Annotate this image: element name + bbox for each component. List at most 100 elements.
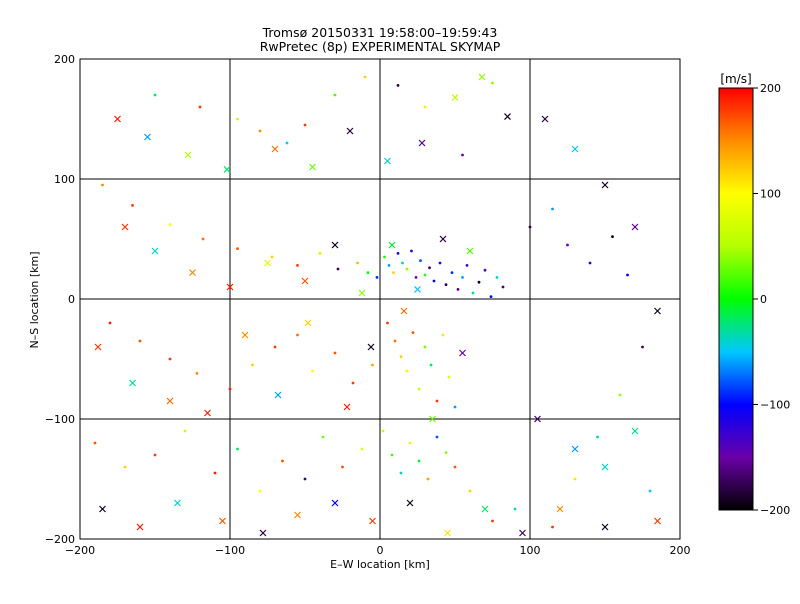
cross-marker bbox=[369, 517, 376, 525]
dot-marker bbox=[428, 266, 431, 270]
dot-marker bbox=[444, 451, 448, 454]
dot-marker bbox=[399, 355, 403, 358]
dot-marker bbox=[183, 429, 187, 433]
chart-subtitle: RwPretec (8p) EXPERIMENTAL SKYMAP bbox=[260, 39, 501, 54]
y-axis: −200 −100 0 100 200 bbox=[45, 53, 85, 546]
dot-marker bbox=[360, 447, 364, 451]
cross-marker bbox=[519, 529, 526, 537]
y-tick-label: −200 bbox=[45, 533, 75, 546]
dot-marker bbox=[471, 291, 475, 295]
dot-marker bbox=[461, 153, 464, 157]
dot-marker bbox=[405, 369, 409, 373]
dot-marker bbox=[333, 93, 337, 97]
dot-marker bbox=[429, 363, 433, 367]
colorbar-unit-label: [m/s] bbox=[720, 72, 751, 86]
cross-marker bbox=[241, 331, 249, 339]
cross-marker bbox=[226, 283, 234, 291]
cross-marker bbox=[301, 277, 309, 285]
dot-marker bbox=[432, 279, 436, 283]
dot-marker bbox=[321, 435, 325, 439]
dot-marker bbox=[450, 271, 454, 274]
dot-marker bbox=[408, 441, 412, 445]
dot-marker bbox=[417, 387, 421, 391]
dot-marker bbox=[501, 285, 505, 289]
colorbar-gradient bbox=[718, 87, 754, 511]
dot-marker bbox=[228, 387, 232, 391]
grid bbox=[80, 59, 680, 539]
dot-marker bbox=[465, 264, 469, 267]
dot-marker bbox=[618, 393, 622, 397]
cross-marker bbox=[451, 93, 459, 101]
cross-marker bbox=[274, 391, 282, 399]
cross-marker bbox=[166, 397, 174, 405]
dot-marker bbox=[201, 237, 205, 241]
dot-marker bbox=[417, 459, 421, 463]
cross-marker bbox=[294, 511, 301, 519]
cross-marker bbox=[151, 247, 159, 255]
dot-marker bbox=[435, 399, 439, 403]
dot-marker bbox=[168, 357, 172, 361]
dot-marker bbox=[648, 489, 652, 493]
cross-marker bbox=[271, 145, 279, 153]
dot-marker bbox=[333, 351, 337, 355]
dot-marker bbox=[495, 276, 499, 279]
cross-marker bbox=[571, 145, 579, 153]
cross-marker bbox=[346, 127, 354, 135]
dot-marker bbox=[392, 271, 395, 274]
dot-marker bbox=[513, 507, 517, 511]
cross-marker bbox=[264, 259, 271, 267]
dot-marker bbox=[381, 429, 385, 433]
dot-marker bbox=[396, 252, 400, 255]
dot-marker bbox=[626, 273, 629, 277]
dot-marker bbox=[198, 105, 202, 109]
dot-marker bbox=[383, 255, 386, 259]
dot-marker bbox=[356, 261, 359, 265]
data-markers bbox=[93, 73, 661, 537]
plot-area bbox=[79, 58, 681, 540]
dot-marker bbox=[551, 207, 554, 211]
cross-marker bbox=[631, 427, 639, 435]
cross-marker bbox=[631, 223, 639, 231]
dot-marker bbox=[387, 264, 391, 267]
dot-marker bbox=[351, 381, 355, 385]
colorbar-tick-label: −200 bbox=[760, 504, 790, 517]
cross-marker bbox=[601, 523, 609, 531]
dot-marker bbox=[341, 465, 344, 469]
dot-marker bbox=[528, 225, 532, 229]
x-tick-label: −200 bbox=[65, 544, 95, 557]
dot-marker bbox=[303, 477, 307, 481]
cross-marker bbox=[601, 463, 609, 471]
dot-marker bbox=[393, 339, 397, 343]
cross-marker bbox=[99, 505, 106, 513]
dot-marker bbox=[386, 321, 389, 325]
dot-marker bbox=[303, 123, 307, 127]
cross-marker bbox=[388, 241, 396, 249]
dot-marker bbox=[435, 435, 439, 439]
dot-marker bbox=[588, 261, 592, 265]
dot-marker bbox=[423, 105, 427, 109]
cross-marker bbox=[418, 139, 426, 147]
dot-marker bbox=[411, 331, 415, 334]
dot-marker bbox=[366, 271, 370, 274]
cross-marker bbox=[406, 499, 414, 507]
cross-marker bbox=[144, 133, 151, 141]
x-tick-label: 0 bbox=[377, 544, 384, 557]
cross-marker bbox=[343, 403, 351, 411]
cross-marker bbox=[94, 343, 102, 351]
dot-marker bbox=[483, 268, 487, 272]
dot-marker bbox=[336, 267, 340, 271]
dot-marker bbox=[423, 345, 427, 349]
dot-marker bbox=[456, 288, 460, 291]
cross-marker bbox=[174, 499, 181, 507]
dot-marker bbox=[270, 255, 274, 259]
dot-marker bbox=[258, 129, 262, 133]
y-tick-label: 100 bbox=[54, 173, 75, 186]
cross-marker bbox=[367, 343, 375, 351]
dot-marker bbox=[396, 84, 400, 87]
cross-marker bbox=[331, 241, 339, 249]
cross-marker bbox=[304, 319, 312, 327]
cross-marker bbox=[556, 505, 564, 513]
dot-marker bbox=[318, 252, 322, 255]
